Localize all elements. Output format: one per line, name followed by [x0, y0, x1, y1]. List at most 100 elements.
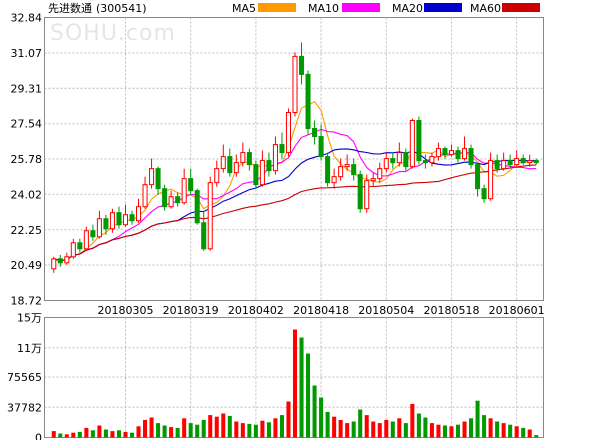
volume-bar [247, 423, 252, 438]
candle-body [533, 160, 539, 164]
candle-body [266, 160, 272, 172]
candle-body [149, 168, 155, 186]
volume-bar [358, 409, 363, 438]
volume-bar [501, 423, 506, 438]
candle-down [494, 154, 500, 173]
volume-bar [351, 421, 356, 438]
legend-ma10-swatch [342, 3, 380, 12]
volume-bar [279, 415, 284, 438]
volume-bar [442, 425, 447, 438]
volume-tick-label: 75565 [7, 371, 42, 384]
candle-body [279, 144, 285, 154]
candle-up [233, 154, 239, 177]
candle-up [142, 176, 148, 209]
candle-down [57, 254, 63, 267]
candle-body [461, 148, 468, 160]
candle-body [240, 152, 246, 164]
candle-body [481, 188, 487, 200]
volume-bar [116, 430, 121, 438]
volume-bar [162, 425, 167, 438]
date-tick-label: 20180504 [358, 304, 414, 317]
volume-tick-label: 0 [35, 432, 42, 440]
volume-bar [136, 426, 141, 438]
candle-body [390, 158, 396, 164]
volume-bar [534, 435, 539, 438]
candle-body [51, 258, 57, 270]
candle-body [188, 178, 194, 192]
candle-up [370, 172, 376, 187]
volume-bar [253, 424, 258, 438]
candle-down [227, 148, 233, 177]
volume-bar [182, 418, 187, 438]
candle-body [162, 188, 168, 208]
candle-body [227, 156, 233, 174]
candle-up [461, 136, 468, 161]
volume-bar [377, 423, 382, 438]
volume-bar [312, 385, 317, 438]
volume-bar [514, 426, 519, 438]
candle-body [357, 174, 363, 210]
volume-bar [436, 424, 441, 438]
candle-down [103, 214, 109, 235]
ma5-line [53, 101, 537, 262]
candle-up [527, 154, 533, 167]
candle-up [109, 208, 115, 233]
candle-body [468, 148, 474, 166]
candle-body [514, 158, 520, 166]
candle-up [344, 154, 350, 171]
candle-up [149, 158, 155, 189]
candle-down [279, 132, 285, 159]
volume-bar [123, 431, 128, 438]
candle-down [298, 42, 305, 85]
volume-bar [462, 421, 467, 438]
candle-up [207, 176, 213, 251]
candle-body [364, 180, 370, 210]
volume-bar [410, 403, 415, 438]
candle-body [103, 218, 109, 230]
volume-bar [527, 429, 532, 438]
price-tick-label: 24.02 [11, 188, 43, 201]
volume-bar [397, 418, 402, 438]
candle-body [312, 128, 318, 138]
volume-bar [488, 418, 493, 438]
candle-body [305, 73, 311, 130]
candle-body [403, 152, 409, 168]
candle-down [116, 206, 122, 229]
candle-body [422, 160, 428, 164]
price-tick-label: 32.84 [11, 12, 43, 25]
candle-body [181, 178, 187, 204]
candle-up [331, 168, 337, 189]
price-tick-label: 31.07 [11, 47, 43, 60]
candle-up [181, 168, 187, 205]
candle-body [253, 164, 259, 186]
volume-bar [364, 415, 369, 438]
volume-bar [175, 427, 180, 438]
price-tick-label: 22.25 [11, 224, 43, 237]
volume-bar [384, 419, 389, 438]
candle-up [51, 256, 57, 273]
date-tick-label: 20180319 [163, 304, 219, 317]
volume-bar [58, 433, 63, 438]
volume-bar [273, 418, 278, 438]
candle-body [351, 164, 357, 176]
candle-body [527, 160, 533, 164]
candle-down [351, 158, 357, 181]
candle-up [96, 210, 102, 239]
volume-bars [51, 329, 539, 438]
candle-body [416, 120, 422, 162]
candle-body [175, 196, 181, 204]
volume-bar [286, 401, 291, 438]
candle-up [220, 144, 226, 173]
candle-body [292, 55, 298, 114]
volume-bar [266, 422, 271, 438]
candle-body [135, 206, 142, 222]
candle-down [416, 116, 422, 165]
candle-body [520, 158, 526, 164]
legend-ma60-label: MA60 [470, 2, 501, 15]
date-tick-label: 20180601 [489, 304, 545, 317]
candle-body [246, 152, 252, 166]
candle-body [475, 164, 481, 190]
volume-bar [143, 419, 148, 438]
candle-body [338, 166, 344, 178]
candle-body [194, 190, 200, 224]
